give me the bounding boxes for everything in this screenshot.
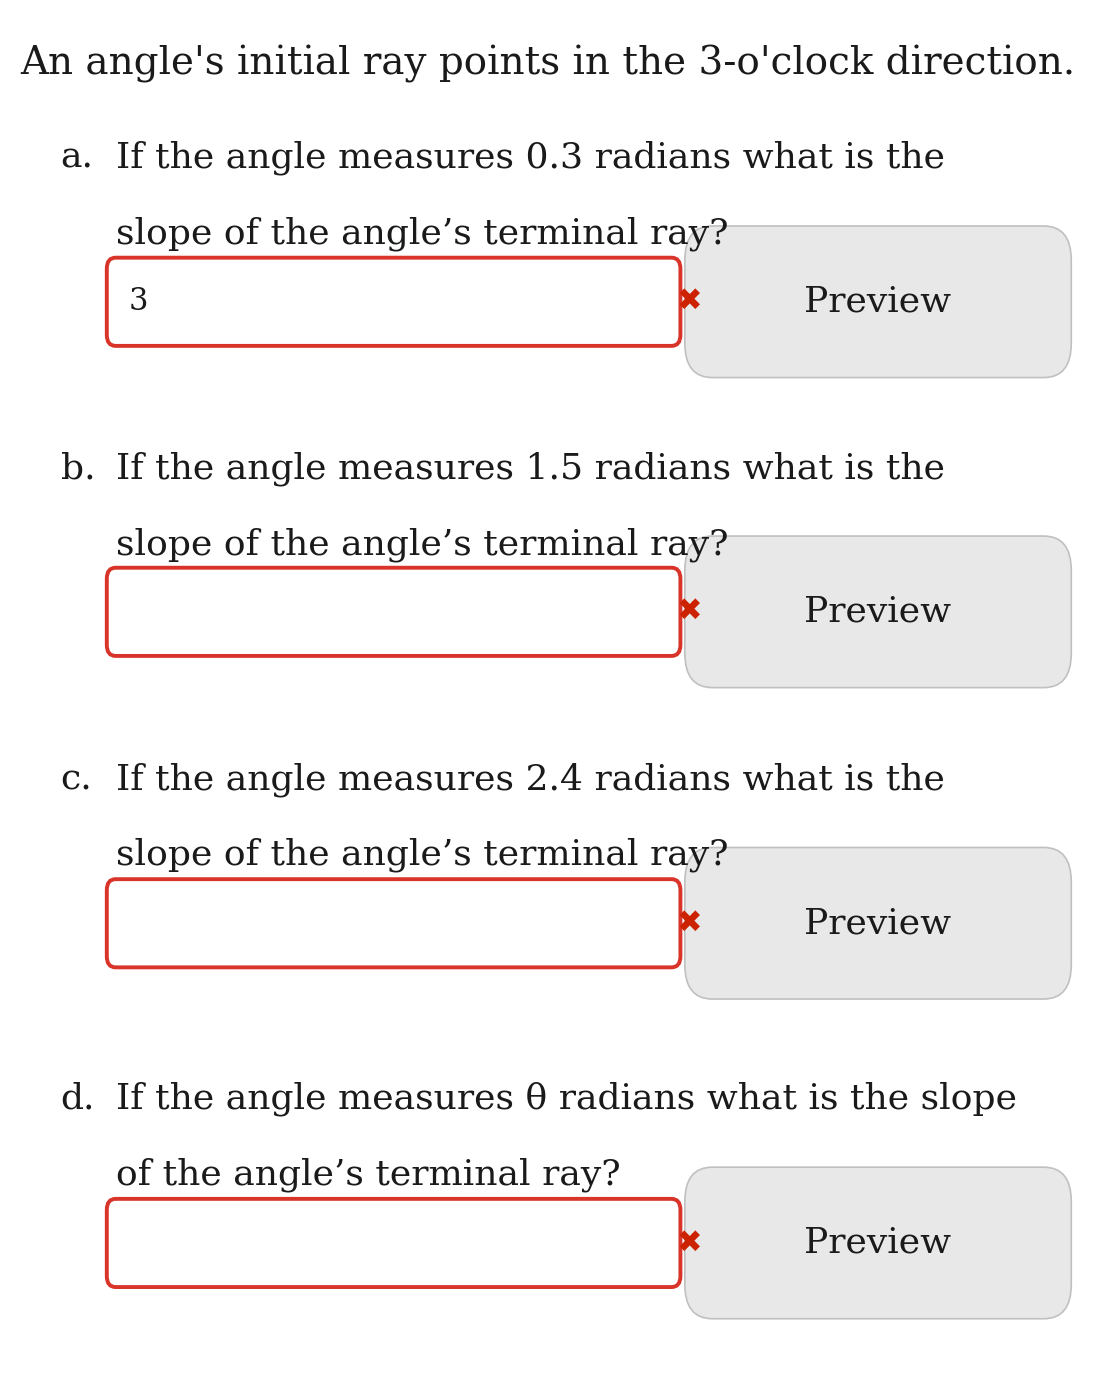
Text: Preview: Preview [805,1226,951,1259]
Text: If the angle measures 0.3 radians what is the: If the angle measures 0.3 radians what i… [116,141,945,175]
Text: d.: d. [61,1082,95,1116]
Text: If the angle measures 2.4 radians what is the: If the angle measures 2.4 radians what i… [116,762,945,796]
Text: slope of the angle’s terminal ray?: slope of the angle’s terminal ray? [116,838,728,872]
Text: ✖: ✖ [676,1228,702,1258]
FancyBboxPatch shape [107,258,680,346]
FancyBboxPatch shape [685,536,1071,688]
Text: Preview: Preview [805,595,951,628]
Text: b.: b. [61,452,95,486]
Text: a.: a. [61,141,94,175]
Text: 3: 3 [129,287,149,317]
Text: If the angle measures 1.5 radians what is the: If the angle measures 1.5 radians what i… [116,452,945,486]
FancyBboxPatch shape [107,879,680,967]
FancyBboxPatch shape [685,226,1071,378]
FancyBboxPatch shape [107,1199,680,1287]
FancyBboxPatch shape [685,1167,1071,1319]
Text: Preview: Preview [805,907,951,940]
FancyBboxPatch shape [685,847,1071,999]
Text: of the angle’s terminal ray?: of the angle’s terminal ray? [116,1158,620,1192]
Text: ✖: ✖ [676,597,702,627]
Text: An angle's initial ray points in the 3-o'clock direction.: An angle's initial ray points in the 3-o… [20,45,1075,84]
Text: ✖: ✖ [676,908,702,938]
Text: ✖: ✖ [676,287,702,317]
Text: slope of the angle’s terminal ray?: slope of the angle’s terminal ray? [116,216,728,251]
Text: If the angle measures θ radians what is the slope: If the angle measures θ radians what is … [116,1082,1016,1116]
Text: c.: c. [61,762,92,796]
Text: slope of the angle’s terminal ray?: slope of the angle’s terminal ray? [116,528,728,562]
Text: Preview: Preview [805,285,951,318]
FancyBboxPatch shape [107,568,680,656]
